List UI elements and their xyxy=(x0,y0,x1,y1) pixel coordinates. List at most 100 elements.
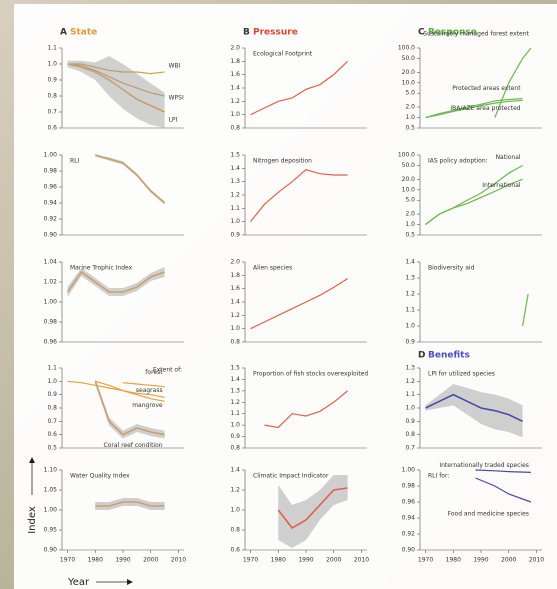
series-line xyxy=(250,278,348,330)
y-tick-label: 0.6 xyxy=(230,547,240,554)
y-tick-label: 1.1 xyxy=(47,45,57,52)
y-tick-label: 1.0 xyxy=(47,61,57,68)
y-tick-label: 0.98 xyxy=(44,168,58,175)
y-tick-label: 0.90 xyxy=(402,547,416,554)
series-line xyxy=(250,60,349,116)
y-tick-label: 1.8 xyxy=(230,58,240,65)
y-tick-label: 0.5 xyxy=(47,445,57,452)
y-tick-label: 1.4 xyxy=(230,299,240,306)
y-tick-label: 100.0 xyxy=(398,152,415,159)
y-tick-label: 2.0 xyxy=(230,45,240,52)
y-tick-label: 1.4 xyxy=(230,467,240,474)
y-tick-label: 1.5 xyxy=(230,365,240,372)
chart-title: RLI xyxy=(70,158,80,165)
series-line xyxy=(67,63,165,97)
series-label: WPSI xyxy=(169,95,184,102)
panel-header: Benefits xyxy=(428,351,470,361)
series-line xyxy=(95,501,165,507)
y-tick-label: 0.6 xyxy=(47,125,57,132)
figure-panel xyxy=(14,4,557,589)
y-tick-label: 1.00 xyxy=(44,507,58,514)
uncertainty-band xyxy=(425,384,523,438)
y-tick-label: 1.00 xyxy=(44,152,58,159)
y-arrowhead xyxy=(29,457,35,463)
series-line xyxy=(67,63,165,75)
chart-title: Proportion of fish stocks overexploited xyxy=(253,371,368,378)
series-line xyxy=(521,293,529,327)
y-tick-label: 0.7 xyxy=(405,445,415,452)
y-tick-label: 0.98 xyxy=(44,319,58,326)
series-line xyxy=(67,63,165,113)
panel-letter: C xyxy=(418,28,425,38)
series-label: Internationally traded species xyxy=(439,462,529,469)
y-tick-label: 1.0 xyxy=(405,221,415,228)
y-tick-label: 50.0 xyxy=(402,55,416,62)
panel-header: Response xyxy=(428,28,477,38)
y-tick-label: 0.8 xyxy=(230,445,240,452)
y-tick-label: 0.92 xyxy=(44,216,58,223)
y-tick-label: 1.0 xyxy=(230,507,240,514)
y-axis-label: Index xyxy=(27,506,38,534)
y-tick-label: 1.0 xyxy=(230,218,240,225)
series-label: Coral reef condition xyxy=(104,442,163,449)
series-line xyxy=(67,380,165,398)
y-tick-label: 10.0 xyxy=(402,79,416,86)
y-tick-label: 0.5 xyxy=(405,232,415,239)
series-label: mangrove xyxy=(132,402,163,409)
y-tick-label: 0.9 xyxy=(230,433,240,440)
x-tick-label: 2000 xyxy=(326,557,341,564)
annotation: Extent of: xyxy=(153,367,182,374)
series-label: forest xyxy=(145,369,163,376)
y-tick-label: 0.9 xyxy=(47,77,57,84)
y-tick-label: 0.6 xyxy=(47,431,57,438)
y-tick-label: 1.5 xyxy=(230,152,240,159)
x-tick-label: 2010 xyxy=(354,557,369,564)
y-tick-label: 0.9 xyxy=(405,418,415,425)
y-tick-label: 1.2 xyxy=(405,378,415,385)
y-tick-label: 1.0 xyxy=(230,111,240,118)
series-line xyxy=(425,393,523,423)
series-line xyxy=(475,477,532,503)
series-line xyxy=(122,382,165,388)
y-tick-label: 0.95 xyxy=(44,527,58,534)
chart-title: Water Quality Index xyxy=(70,473,130,480)
y-tick-label: 1.3 xyxy=(230,178,240,185)
y-tick-label: 1.1 xyxy=(230,205,240,212)
y-tick-label: 1.4 xyxy=(230,85,240,92)
series-line xyxy=(425,178,523,226)
x-tick-label: 1970 xyxy=(243,557,258,564)
y-tick-label: 1.02 xyxy=(44,279,58,286)
y-tick-label: 0.9 xyxy=(405,339,415,346)
y-tick-label: 0.5 xyxy=(405,125,415,132)
x-tick-label: 1970 xyxy=(418,557,433,564)
y-tick-label: 0.96 xyxy=(402,499,416,506)
y-tick-label: 2.0 xyxy=(405,211,415,218)
x-tick-label: 1980 xyxy=(271,557,286,564)
y-tick-label: 0.8 xyxy=(47,405,57,412)
uncertainty-band xyxy=(95,498,165,510)
y-tick-label: 1.4 xyxy=(230,376,240,383)
series-label: LPI xyxy=(169,117,178,124)
y-tick-label: 50.0 xyxy=(402,162,416,169)
series-label: Food and medicine species xyxy=(448,511,529,518)
x-tick-label: 1990 xyxy=(115,557,130,564)
y-tick-label: 1.0 xyxy=(405,405,415,412)
x-tick-label: 1980 xyxy=(446,557,461,564)
y-tick-label: 1.4 xyxy=(405,259,415,266)
x-tick-label: 1990 xyxy=(298,557,313,564)
y-tick-label: 0.90 xyxy=(44,232,58,239)
y-tick-label: 1.1 xyxy=(405,391,415,398)
y-tick-label: 2.0 xyxy=(230,259,240,266)
x-tick-label: 2000 xyxy=(143,557,158,564)
y-tick-label: 0.90 xyxy=(44,547,58,554)
y-tick-label: 0.92 xyxy=(402,531,416,538)
y-tick-label: 0.8 xyxy=(47,93,57,100)
y-tick-label: 1.8 xyxy=(230,272,240,279)
series-line xyxy=(66,270,165,293)
y-tick-label: 0.96 xyxy=(44,184,58,191)
x-tick-label: 2010 xyxy=(529,557,544,564)
y-tick-label: 1.2 xyxy=(230,312,240,319)
chart-title: Marine Trophic Index xyxy=(70,265,133,272)
chart-title: Biodiversity aid xyxy=(428,265,475,272)
chart-title: LPI for utilized species xyxy=(428,371,495,378)
